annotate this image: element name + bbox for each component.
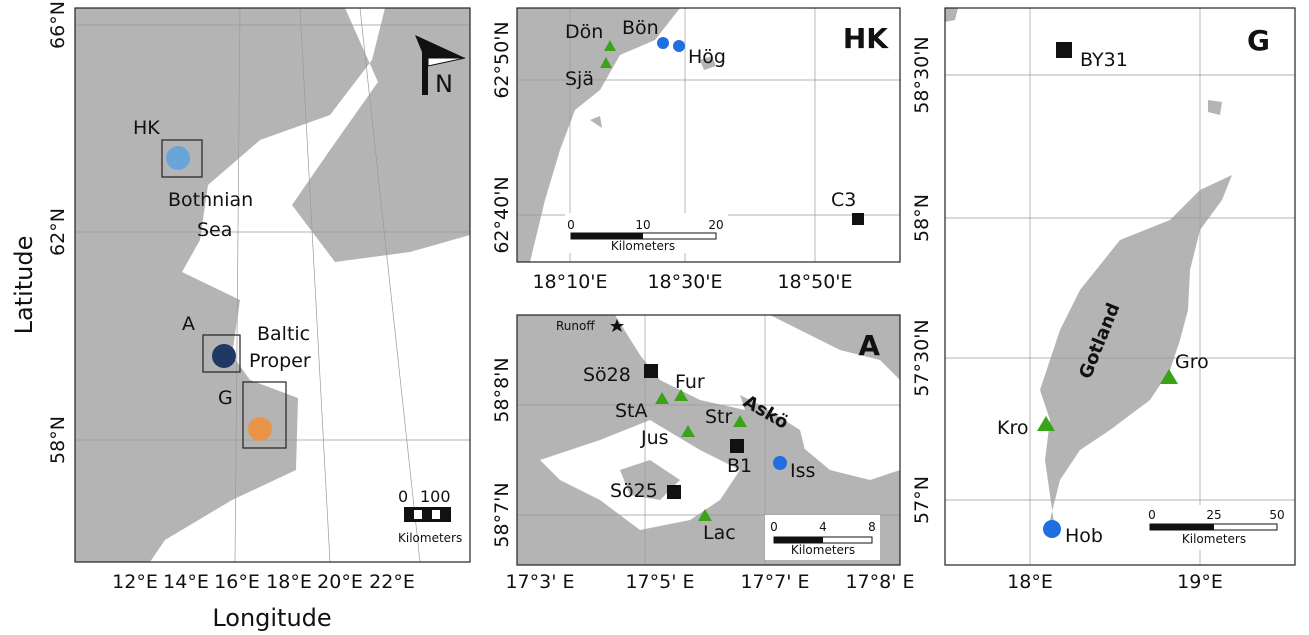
site-marker xyxy=(1043,520,1061,538)
x-tick-label: 18°50'E xyxy=(777,271,852,293)
site-label: StA xyxy=(615,400,648,422)
site-label: C3 xyxy=(831,189,856,211)
y-tick-label: 58°N xyxy=(911,194,933,242)
a-map: 0 4 8 Kilometers A Runoff Sö28 Fur StA S… xyxy=(491,315,915,593)
sea-label: Proper xyxy=(249,350,311,372)
y-tick-label: 62°40'N xyxy=(491,176,513,253)
site-marker xyxy=(644,364,658,378)
panel-title: A xyxy=(858,329,880,362)
x-tick-label: 18°E xyxy=(1007,571,1053,593)
area-marker xyxy=(248,417,272,441)
y-tick-label: 58°8'N xyxy=(491,357,513,422)
site-label: Kro xyxy=(997,417,1028,439)
scale-tick: 20 xyxy=(708,218,723,232)
scale-tick: 10 xyxy=(635,218,650,232)
area-label: G xyxy=(218,387,233,409)
x-tick-label: 19°E xyxy=(1177,571,1223,593)
site-marker xyxy=(667,485,681,499)
area-label: HK xyxy=(133,117,160,139)
site-label: B1 xyxy=(727,455,752,477)
scale-unit: Kilometers xyxy=(1182,532,1246,546)
x-tick-label: 18°E xyxy=(266,571,312,593)
site-marker xyxy=(730,439,744,453)
scale-unit: Kilometers xyxy=(611,239,675,253)
site-marker xyxy=(773,456,787,470)
sea-label: Bothnian xyxy=(168,189,253,211)
site-marker xyxy=(657,37,669,49)
area-marker xyxy=(212,344,236,368)
hk-map: 0 10 20 Kilometers HK Dön Bön Hög Sjä C3… xyxy=(491,8,900,293)
x-tick-label: 17°8' E xyxy=(845,571,914,593)
site-label: Dön xyxy=(565,21,603,43)
site-label: Iss xyxy=(790,460,815,482)
site-marker xyxy=(852,213,864,225)
sea-label: Baltic xyxy=(257,323,310,345)
g-map: 0 25 50 Kilometers G BY31 Gro Kro Hob Go… xyxy=(911,8,1295,593)
x-tick-label: 16°E xyxy=(214,571,260,593)
x-tick-label: 12°E xyxy=(112,571,158,593)
scale-tick: 50 xyxy=(1269,508,1284,522)
site-label: Runoff xyxy=(556,319,595,333)
north-label: N xyxy=(435,70,453,98)
sea-label: Sea xyxy=(197,219,232,241)
scale-tick: 100 xyxy=(420,487,451,506)
site-label: Gro xyxy=(1175,351,1209,373)
site-label: Bön xyxy=(622,17,659,39)
x-tick-label: 18°30'E xyxy=(647,271,722,293)
scale-tick: 25 xyxy=(1206,508,1221,522)
scale-unit: Kilometers xyxy=(398,531,462,545)
x-tick-label: 14°E xyxy=(163,571,209,593)
site-label: Fur xyxy=(675,371,705,393)
x-tick-label: 22°E xyxy=(369,571,415,593)
x-tick-label: 17°7' E xyxy=(740,571,809,593)
scale-tick: 8 xyxy=(868,520,876,534)
scale-tick: 0 xyxy=(1148,508,1156,522)
y-tick-label: 58°N xyxy=(47,416,69,464)
y-tick-label: 58°30'N xyxy=(911,36,933,113)
x-tick-label: 20°E xyxy=(317,571,363,593)
figure: HK A G Bothnian Sea Baltic Proper N 0 10… xyxy=(0,0,1309,635)
x-axis-label: Longitude xyxy=(212,604,331,632)
x-tick-label: 18°10'E xyxy=(532,271,607,293)
site-label: Sjä xyxy=(565,68,594,90)
site-label: Lac xyxy=(703,522,736,544)
area-label: A xyxy=(182,313,195,335)
y-tick-label: 66°N xyxy=(47,1,69,49)
x-tick-label: 17°3' E xyxy=(505,571,574,593)
site-label: BY31 xyxy=(1080,49,1128,71)
scale-tick: 4 xyxy=(819,520,827,534)
site-label: Jus xyxy=(640,427,669,449)
site-label: Sö28 xyxy=(583,364,631,386)
site-label: Hög xyxy=(688,46,726,68)
panel-title: HK xyxy=(843,22,889,55)
area-marker xyxy=(166,146,190,170)
site-marker xyxy=(673,40,685,52)
x-tick-label: 17°5' E xyxy=(625,571,694,593)
y-tick-label: 62°50'N xyxy=(491,21,513,98)
scale-tick: 0 xyxy=(770,520,778,534)
y-tick-label: 58°7'N xyxy=(491,482,513,547)
y-tick-label: 57°N xyxy=(911,476,933,524)
scale-bar xyxy=(404,507,451,522)
y-tick-label: 62°N xyxy=(47,208,69,256)
y-axis-label: Latitude xyxy=(10,236,38,335)
scale-tick: 0 xyxy=(567,218,575,232)
site-label: Hob xyxy=(1065,525,1103,547)
scale-unit: Kilometers xyxy=(791,543,855,557)
overview-map: HK A G Bothnian Sea Baltic Proper N 0 10… xyxy=(10,1,470,632)
site-marker xyxy=(1056,42,1072,58)
y-tick-label: 57°30'N xyxy=(911,319,933,396)
site-label: Sö25 xyxy=(610,480,658,502)
panel-title: G xyxy=(1247,24,1270,57)
site-label: Str xyxy=(705,406,733,428)
scale-tick: 0 xyxy=(398,487,408,506)
scale-bar xyxy=(1150,524,1214,530)
